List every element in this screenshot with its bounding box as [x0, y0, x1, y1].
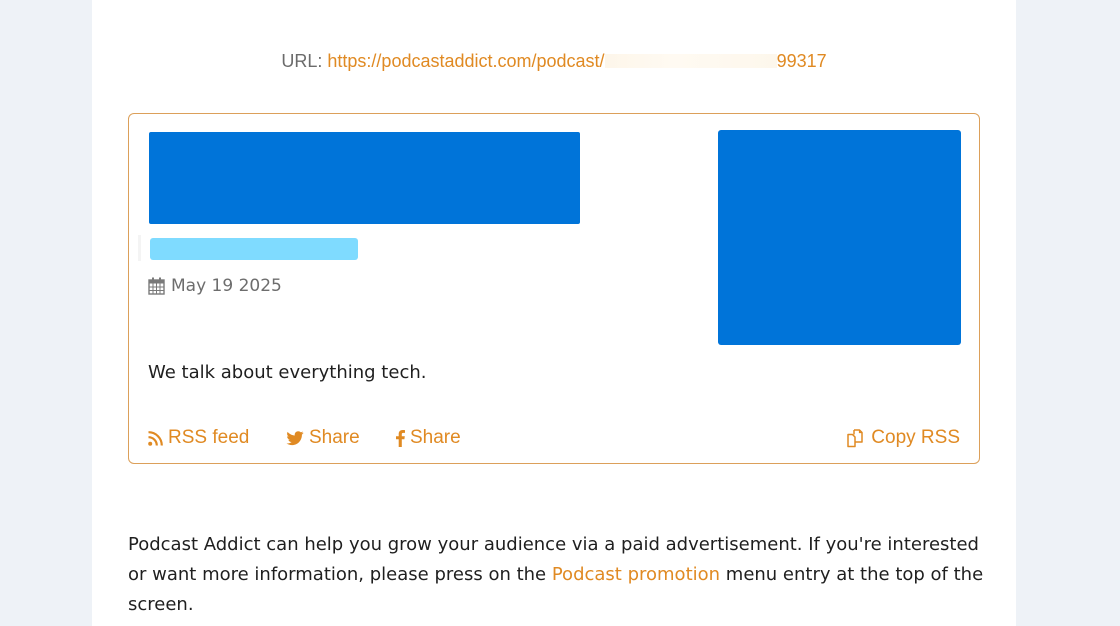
page-content: URL: https://podcastaddict.com/podcast/9…	[92, 0, 1016, 626]
author-placeholder-edge	[138, 235, 141, 261]
calendar-icon	[148, 277, 165, 295]
copy-icon	[847, 428, 866, 448]
facebook-share-label: Share	[410, 427, 461, 448]
facebook-share-link[interactable]: Share	[396, 427, 461, 449]
promotion-info-text: Podcast Addict can help you grow your au…	[128, 530, 998, 620]
redacted-url-segment	[604, 54, 777, 68]
facebook-icon	[396, 429, 405, 447]
copy-rss-button[interactable]: Copy RSS	[847, 427, 960, 449]
promotion-text-after: menu entry at the top of the screen.	[128, 564, 984, 615]
publish-date-text: May 19 2025	[171, 276, 282, 296]
twitter-share-link[interactable]: Share	[286, 427, 360, 449]
publish-date: May 19 2025	[148, 276, 282, 296]
podcast-card: May 19 2025 We talk about everything tec…	[128, 113, 980, 464]
podcast-title-placeholder[interactable]	[149, 132, 580, 224]
rss-icon	[148, 430, 163, 446]
rss-feed-link[interactable]: RSS feed	[148, 427, 249, 449]
url-link-suffix: 99317	[776, 51, 827, 71]
url-label: URL:	[281, 51, 323, 71]
podcast-cover-placeholder	[718, 130, 961, 345]
url-link-prefix: https://podcastaddict.com/podcast/	[327, 51, 605, 71]
copy-rss-label: Copy RSS	[871, 427, 960, 448]
podcast-promotion-link[interactable]: Podcast promotion	[551, 564, 721, 585]
twitter-share-label: Share	[309, 427, 360, 448]
rss-feed-label: RSS feed	[168, 427, 250, 448]
podcast-author-placeholder[interactable]	[150, 238, 358, 260]
promotion-text-before: Podcast Addict can help you grow your au…	[128, 534, 979, 585]
podcast-url-line: URL: https://podcastaddict.com/podcast/9…	[92, 51, 1016, 72]
podcast-actions: RSS feed Share Share	[148, 427, 960, 451]
podcast-url-link[interactable]: https://podcastaddict.com/podcast/99317	[327, 51, 826, 71]
twitter-icon	[286, 430, 304, 446]
podcast-description: We talk about everything tech.	[148, 362, 427, 383]
